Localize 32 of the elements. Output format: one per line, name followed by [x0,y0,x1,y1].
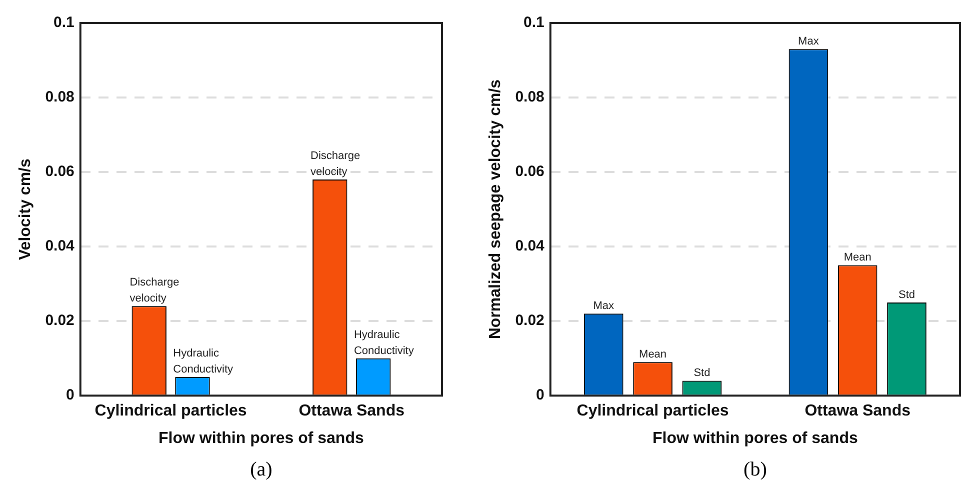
x-tick-label: Cylindrical particles [94,402,247,420]
text: (a) [250,458,272,480]
y-tick-label: 0.04 [515,238,546,255]
x-tick-label: Ottawa Sands [298,402,405,420]
text: Max [593,300,614,312]
text: Mean [844,252,872,264]
y-axis-title: Velocity cm/s [17,158,34,260]
y-tick-label: 0.02 [45,312,74,330]
y-tick-label: 0.08 [515,88,544,106]
series-label: Max [798,36,820,48]
series-label: Hydraulic Conductivity [354,328,414,357]
text: (b) [744,458,767,480]
y-tick-label: 0.02 [515,312,544,330]
y-tick-label: 0 [536,386,544,404]
y-tick-label: 0.1 [54,14,74,32]
x-tick-label: Cylindrical particles [576,402,729,420]
y-axis-title: Normalized seepage velocity cm/s [487,79,504,340]
x-axis-title: Flow within pores of sands [652,430,858,447]
y-tick-label: 0.06 [45,163,74,180]
text: Std [898,288,916,301]
y-tick-label: 0.08 [45,88,74,106]
series-label: Discharge velocity [310,150,360,178]
x-axis-title: Flow within pores of sands [158,430,364,447]
series-label: Std [694,367,710,380]
text: Hydraulic Conductivity [173,348,234,376]
y-tick-label: 0.04 [45,238,76,255]
y-tick-label: 0.1 [524,14,544,32]
y-tick-label: 0.06 [515,163,544,180]
series-label: Mean [639,348,667,361]
y-tick-label: 0 [66,386,74,404]
text: Discharge velocity [130,276,180,305]
x-tick-label: Ottawa Sands [804,402,911,420]
